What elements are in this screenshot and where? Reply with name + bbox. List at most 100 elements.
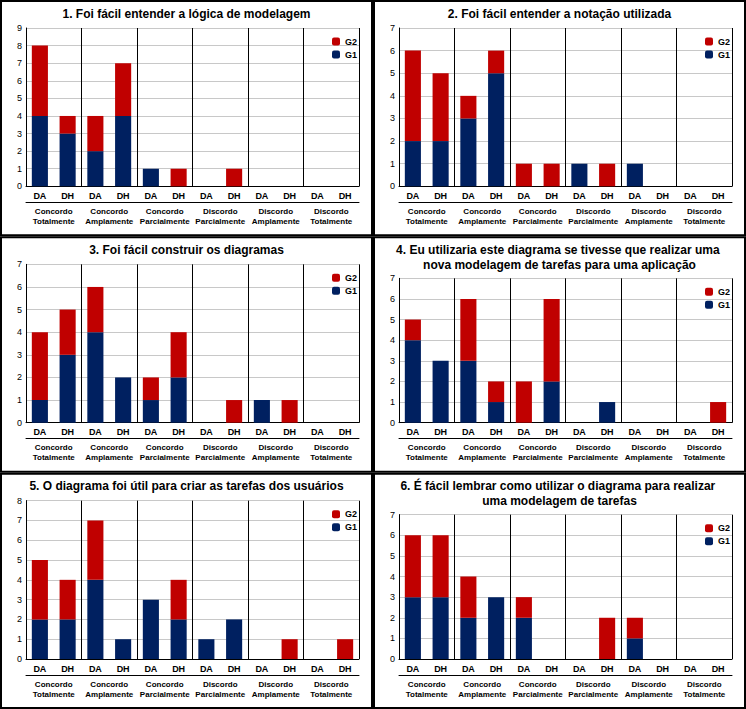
- svg-text:Totalmente: Totalmente: [310, 690, 353, 699]
- svg-text:Concordo: Concordo: [408, 207, 446, 216]
- svg-text:DH: DH: [283, 427, 296, 437]
- svg-text:Concordo: Concordo: [90, 207, 128, 216]
- svg-text:Concordo: Concordo: [519, 207, 557, 216]
- svg-text:6: 6: [390, 530, 395, 540]
- svg-text:Discordo: Discordo: [258, 207, 293, 216]
- svg-text:DH: DH: [339, 427, 352, 437]
- svg-text:0: 0: [390, 181, 395, 191]
- svg-text:DH: DH: [545, 664, 558, 674]
- svg-text:Amplamente: Amplamente: [85, 690, 134, 699]
- svg-text:nova modelagem de tarefas para: nova modelagem de tarefas para uma aplic…: [423, 258, 696, 272]
- svg-text:DH: DH: [656, 191, 669, 201]
- svg-text:DA: DA: [573, 664, 586, 674]
- svg-text:2: 2: [390, 136, 395, 146]
- svg-text:DA: DA: [406, 664, 419, 674]
- svg-text:2: 2: [17, 614, 22, 624]
- svg-text:Amplamente: Amplamente: [458, 453, 507, 462]
- svg-text:DH: DH: [228, 664, 241, 674]
- svg-text:DH: DH: [712, 191, 725, 201]
- svg-text:DH: DH: [339, 191, 352, 201]
- svg-text:Amplamente: Amplamente: [252, 217, 301, 226]
- svg-text:DH: DH: [172, 664, 185, 674]
- svg-text:Concordo: Concordo: [146, 680, 184, 689]
- svg-text:Concordo: Concordo: [35, 443, 73, 452]
- svg-text:DA: DA: [517, 664, 530, 674]
- svg-text:3: 3: [390, 356, 395, 366]
- svg-text:DA: DA: [462, 427, 475, 437]
- svg-text:DH: DH: [283, 191, 296, 201]
- svg-text:4: 4: [390, 572, 395, 582]
- svg-text:G1: G1: [345, 286, 357, 296]
- svg-text:Concordo: Concordo: [90, 443, 128, 452]
- svg-text:Totalmente: Totalmente: [310, 217, 353, 226]
- svg-text:1. Foi fácil entender a lógica: 1. Foi fácil entender a lógica de modela…: [62, 7, 310, 21]
- svg-text:DA: DA: [255, 664, 268, 674]
- svg-text:DH: DH: [117, 427, 130, 437]
- svg-text:DA: DA: [200, 427, 213, 437]
- svg-text:6: 6: [390, 294, 395, 304]
- svg-text:DH: DH: [61, 664, 74, 674]
- svg-text:5: 5: [17, 93, 22, 103]
- svg-text:7: 7: [390, 273, 395, 283]
- svg-text:3: 3: [390, 113, 395, 123]
- svg-text:DH: DH: [656, 427, 669, 437]
- svg-text:DA: DA: [89, 664, 102, 674]
- svg-text:Discordo: Discordo: [203, 443, 238, 452]
- svg-text:4. Eu utilizaria este diagrama: 4. Eu utilizaria este diagrama se tivess…: [396, 243, 723, 257]
- svg-text:5: 5: [390, 551, 395, 561]
- svg-text:Parcialmente: Parcialmente: [195, 453, 245, 462]
- svg-text:DA: DA: [517, 191, 530, 201]
- svg-text:3: 3: [17, 129, 22, 139]
- svg-text:DH: DH: [490, 427, 503, 437]
- svg-text:2: 2: [390, 376, 395, 386]
- svg-text:G1: G1: [718, 300, 730, 310]
- svg-text:Parcialmente: Parcialmente: [195, 217, 245, 226]
- svg-text:0: 0: [17, 654, 22, 664]
- svg-text:3. Foi fácil construir os diag: 3. Foi fácil construir os diagramas: [89, 243, 284, 257]
- svg-text:Discordo: Discordo: [576, 680, 611, 689]
- svg-text:Discordo: Discordo: [203, 207, 238, 216]
- svg-text:6: 6: [17, 535, 22, 545]
- svg-text:DA: DA: [33, 664, 46, 674]
- svg-text:DA: DA: [684, 664, 697, 674]
- svg-text:7: 7: [390, 510, 395, 520]
- svg-text:6: 6: [390, 46, 395, 56]
- svg-text:Totalmente: Totalmente: [33, 453, 76, 462]
- svg-text:Totalmente: Totalmente: [683, 217, 726, 226]
- svg-text:Concordo: Concordo: [35, 680, 73, 689]
- svg-text:DH: DH: [228, 191, 241, 201]
- svg-text:DA: DA: [255, 427, 268, 437]
- svg-text:DH: DH: [601, 664, 614, 674]
- svg-text:1: 1: [17, 634, 22, 644]
- svg-text:Totalmente: Totalmente: [310, 453, 353, 462]
- svg-text:Concordo: Concordo: [90, 680, 128, 689]
- svg-text:4: 4: [17, 111, 22, 121]
- svg-text:DA: DA: [406, 191, 419, 201]
- svg-text:DH: DH: [283, 664, 296, 674]
- svg-text:Totalmente: Totalmente: [683, 453, 726, 462]
- svg-text:Discordo: Discordo: [258, 680, 293, 689]
- svg-text:DA: DA: [462, 664, 475, 674]
- svg-text:3: 3: [17, 350, 22, 360]
- svg-text:0: 0: [390, 654, 395, 664]
- svg-text:DH: DH: [545, 191, 558, 201]
- svg-text:DA: DA: [628, 664, 641, 674]
- svg-text:Parcialmente: Parcialmente: [513, 690, 563, 699]
- svg-text:Concordo: Concordo: [519, 443, 557, 452]
- svg-text:Concordo: Concordo: [146, 443, 184, 452]
- svg-text:DH: DH: [712, 427, 725, 437]
- svg-text:Parcialmente: Parcialmente: [195, 690, 245, 699]
- svg-text:Discordo: Discordo: [314, 680, 349, 689]
- svg-text:Amplamente: Amplamente: [625, 690, 674, 699]
- svg-text:Discordo: Discordo: [631, 443, 666, 452]
- svg-text:4: 4: [390, 335, 395, 345]
- svg-text:Parcialmente: Parcialmente: [568, 453, 618, 462]
- svg-text:5: 5: [17, 305, 22, 315]
- svg-text:Amplamente: Amplamente: [458, 217, 507, 226]
- svg-text:DA: DA: [200, 664, 213, 674]
- svg-text:DA: DA: [33, 427, 46, 437]
- svg-text:G1: G1: [345, 50, 357, 60]
- svg-text:Parcialmente: Parcialmente: [513, 217, 563, 226]
- svg-text:Concordo: Concordo: [408, 680, 446, 689]
- svg-text:Parcialmente: Parcialmente: [568, 690, 618, 699]
